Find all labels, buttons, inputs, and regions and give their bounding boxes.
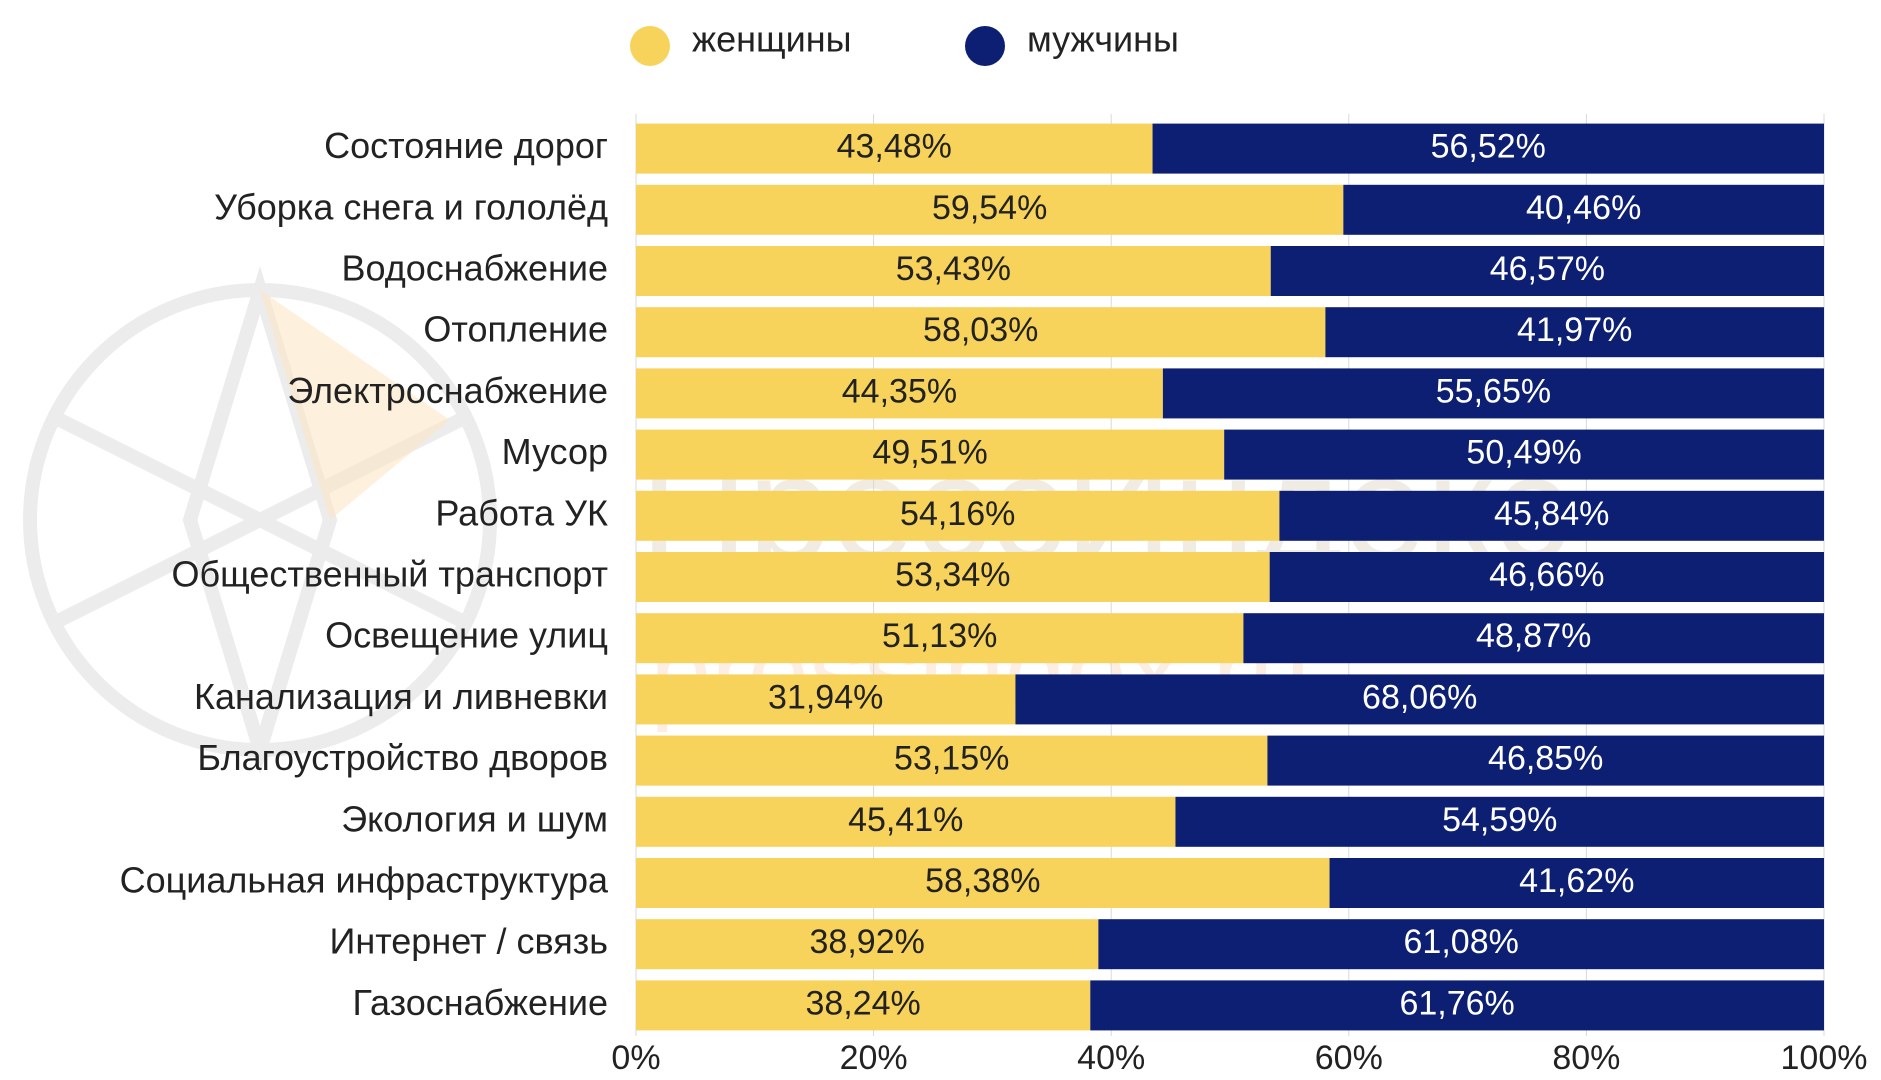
bar-segment [1343, 184, 1824, 235]
data-label: 41,97% [1517, 311, 1632, 349]
x-tick-label: 100% [1781, 1039, 1868, 1077]
data-label: 58,03% [923, 311, 1038, 349]
x-tick-label: 0% [611, 1039, 660, 1077]
bar-segment [636, 980, 1091, 1031]
data-label: 46,85% [1488, 740, 1603, 778]
legend-label: женщины [692, 19, 851, 60]
bar-segment [1098, 919, 1824, 970]
bar-segment [636, 368, 1163, 419]
data-label: 53,15% [894, 740, 1009, 778]
data-label: 46,66% [1489, 556, 1604, 594]
data-label: 49,51% [872, 434, 987, 472]
data-label: 61,76% [1399, 984, 1514, 1022]
x-tick-label: 80% [1552, 1039, 1620, 1077]
bar-segment [636, 919, 1099, 970]
bar-segment [636, 735, 1268, 786]
data-label: 45,84% [1494, 495, 1609, 533]
legend-marker [630, 26, 670, 66]
bar-segment [1269, 552, 1824, 602]
bar-segment [636, 858, 1330, 908]
y-tick-label: Экология и шум [341, 798, 608, 839]
data-label: 53,43% [896, 250, 1011, 288]
x-tick-label: 20% [840, 1039, 908, 1077]
data-label: 51,13% [882, 617, 997, 655]
data-label: 59,54% [932, 189, 1047, 227]
bar-segment [1329, 858, 1824, 908]
bar-segment [1015, 674, 1824, 725]
bar-segment [636, 429, 1225, 480]
data-label: 54,59% [1442, 801, 1557, 839]
x-tick-label: 40% [1077, 1039, 1145, 1077]
y-tick-label: Электроснабжение [287, 370, 608, 411]
data-label: 38,92% [810, 923, 925, 961]
bar-segment [1279, 490, 1824, 541]
data-label: 31,94% [768, 678, 883, 716]
data-label: 50,49% [1466, 434, 1581, 472]
bar-segment [636, 552, 1270, 602]
bar-segment [1162, 368, 1824, 419]
bar-segment [1175, 796, 1824, 847]
bar-segment [636, 184, 1344, 235]
watermark-logo-accent [260, 290, 450, 520]
data-label: 61,08% [1404, 923, 1519, 961]
bar-segment [1325, 307, 1824, 358]
y-tick-label: Благоустройство дворов [197, 737, 608, 778]
bar-segment [1224, 429, 1824, 480]
data-label: 48,87% [1476, 617, 1591, 655]
data-label: 38,24% [805, 984, 920, 1022]
data-label: 54,16% [900, 495, 1015, 533]
data-label: 58,38% [925, 862, 1040, 900]
bar-segment [636, 796, 1176, 847]
data-label: 44,35% [842, 372, 957, 410]
bar-segment [636, 674, 1016, 725]
bar-segment [636, 490, 1280, 541]
x-tick-label: 60% [1315, 1039, 1383, 1077]
y-tick-label: Газоснабжение [353, 982, 608, 1023]
y-tick-label: Работа УК [435, 492, 608, 533]
y-tick-label: Мусор [502, 431, 608, 472]
data-label: 68,06% [1362, 678, 1477, 716]
y-tick-label: Социальная инфраструктура [120, 860, 609, 901]
data-label: 56,52% [1431, 128, 1546, 166]
y-tick-label: Освещение улиц [325, 615, 608, 656]
legend-label: мужчины [1027, 19, 1179, 60]
data-label: 43,48% [837, 128, 952, 166]
bar-segment [636, 613, 1244, 664]
bar-segment [1243, 613, 1824, 664]
legend-marker [965, 26, 1005, 66]
bar-segment [636, 123, 1153, 174]
y-tick-label: Канализация и ливневки [194, 676, 608, 717]
y-tick-label: Интернет / связь [329, 921, 608, 962]
data-label: 41,62% [1519, 862, 1634, 900]
data-label: 40,46% [1526, 189, 1641, 227]
y-tick-label: Уборка снега и гололёд [214, 186, 608, 227]
bar-segment [1270, 246, 1824, 296]
data-label: 53,34% [895, 556, 1010, 594]
y-tick-label: Водоснабжение [341, 248, 608, 289]
y-tick-label: Состояние дорог [324, 125, 608, 166]
data-label: 46,57% [1490, 250, 1605, 288]
bar-segment [636, 307, 1326, 358]
data-label: 55,65% [1436, 372, 1551, 410]
bar-segment [1152, 123, 1824, 174]
bar-segment [1090, 980, 1824, 1031]
y-tick-label: Отопление [423, 309, 608, 350]
y-tick-label: Общественный транспорт [172, 554, 608, 595]
bar-segment [636, 246, 1271, 296]
data-label: 45,41% [848, 801, 963, 839]
bar-segment [1267, 735, 1824, 786]
